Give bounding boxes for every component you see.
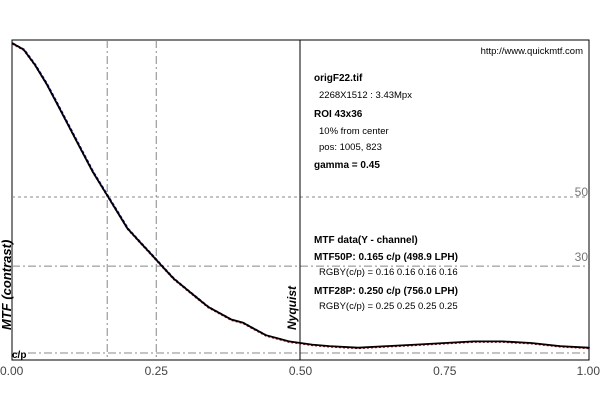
gamma-label: gamma = 0.45: [314, 160, 380, 171]
rgby28-label: RGBY(c/p) = 0.25 0.25 0.25 0.25: [319, 301, 458, 312]
roi-pos: pos: 1005, 823: [319, 142, 382, 153]
x-tick-label: 0.75: [433, 364, 457, 378]
url-label: http://www.quickmtf.com: [481, 46, 584, 57]
x-tick-label: 0.25: [145, 364, 169, 378]
x-tick-label: 0.50: [289, 364, 313, 378]
mtf28-label: MTF28P: 0.250 c/p (756.0 LPH): [314, 286, 458, 297]
y-axis-label: MTF (contrast): [0, 240, 14, 330]
mtf-data-title: MTF data(Y - channel): [314, 235, 418, 246]
x-tick-labels: 0.00 0.25 0.50 0.75 1.00: [0, 364, 600, 378]
series-line-0: [11, 42, 590, 349]
x-tick-label: 1.00: [577, 364, 600, 378]
unit-label: c/p: [12, 350, 26, 361]
roi-label: ROI 43x36: [314, 109, 363, 120]
file-name: origF22.tif: [314, 73, 363, 84]
series-group: [11, 42, 591, 350]
image-size: 2268X1512 : 3.43Mpx: [319, 90, 412, 101]
nyquist-label: Nyquist: [285, 285, 299, 330]
x-tick-label: 0.00: [0, 364, 24, 378]
ref50-label: 50: [575, 185, 589, 199]
ref30-label: 30: [575, 250, 589, 264]
mtf50-label: MTF50P: 0.165 c/p (498.9 LPH): [314, 252, 458, 263]
from-center: 10% from center: [319, 126, 389, 137]
rgby50-label: RGBY(c/p) = 0.16 0.16 0.16 0.16: [319, 267, 458, 278]
